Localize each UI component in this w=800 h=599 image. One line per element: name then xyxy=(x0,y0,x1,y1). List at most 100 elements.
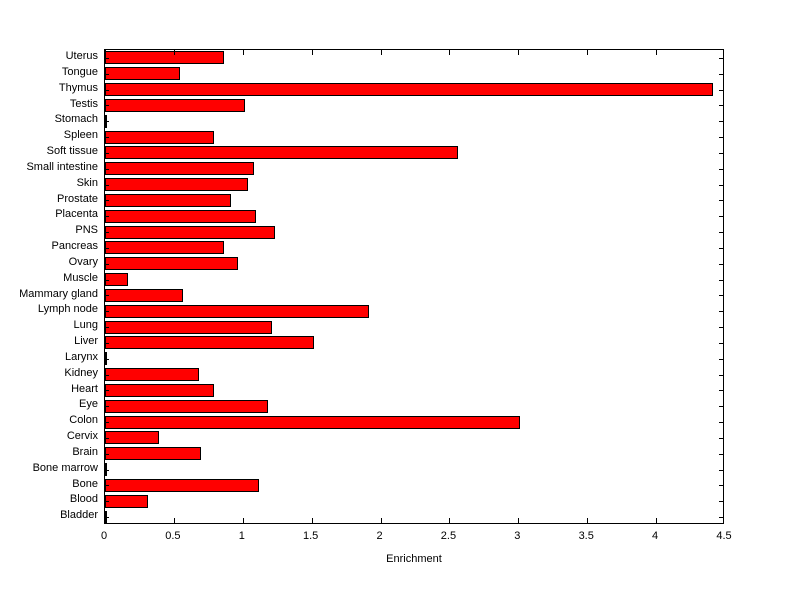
y-axis-label-brain: Brain xyxy=(72,445,98,458)
x-tick-label: 0.5 xyxy=(165,530,181,542)
x-tick-label: 1.5 xyxy=(303,530,319,542)
x-tick-mark xyxy=(311,518,313,523)
y-axis-label-soft-tissue: Soft tissue xyxy=(46,145,98,157)
y-tick-mark xyxy=(105,437,109,439)
y-tick-mark xyxy=(105,105,109,107)
bar-prostate xyxy=(105,193,231,207)
y-tick-mark xyxy=(719,295,723,297)
y-tick-mark xyxy=(105,342,109,344)
bar-tongue xyxy=(105,67,181,81)
y-tick-mark xyxy=(105,453,109,455)
x-tick-mark xyxy=(518,50,520,55)
y-tick-mark xyxy=(719,73,723,75)
x-tick-label: 4 xyxy=(652,530,659,542)
plot-inner xyxy=(105,50,724,524)
x-tick-mark xyxy=(380,518,382,523)
bar-kidney xyxy=(105,368,200,382)
y-tick-mark xyxy=(719,342,723,344)
y-tick-mark xyxy=(719,501,723,503)
y-tick-mark xyxy=(719,168,723,170)
x-tick-mark xyxy=(656,50,658,55)
y-axis-label-bladder: Bladder xyxy=(60,509,98,522)
y-tick-mark xyxy=(719,469,723,471)
bar-lung xyxy=(105,320,273,334)
y-axis-label-small-intestine: Small intestine xyxy=(26,160,98,173)
x-tick-mark xyxy=(311,50,313,55)
bar-spleen xyxy=(105,130,215,144)
x-tick-mark xyxy=(105,518,106,523)
y-tick-mark xyxy=(105,137,109,139)
y-tick-mark xyxy=(105,311,109,313)
y-axis-label-bone-marrow: Bone marrow xyxy=(32,461,98,474)
y-tick-mark xyxy=(105,485,109,487)
x-tick-label: 2.5 xyxy=(440,530,457,542)
y-axis-label-cervix: Cervix xyxy=(66,430,98,442)
bar-cervix xyxy=(105,431,160,445)
y-axis-label-liver: Liver xyxy=(74,335,98,347)
y-tick-mark xyxy=(105,374,109,376)
y-tick-mark xyxy=(105,295,109,297)
bar-bone xyxy=(105,478,259,492)
x-tick-mark xyxy=(656,518,658,523)
y-tick-mark xyxy=(719,184,723,186)
y-tick-mark xyxy=(719,232,723,234)
y-tick-mark xyxy=(719,453,723,455)
y-tick-mark xyxy=(719,517,723,519)
y-tick-mark xyxy=(105,469,109,471)
x-axis-title: Enrichment xyxy=(386,553,442,565)
x-tick-label: 2 xyxy=(376,530,383,542)
x-tick-mark xyxy=(173,50,175,55)
x-tick-mark xyxy=(587,518,589,523)
y-axis-label-ovary: Ovary xyxy=(68,255,98,268)
bar-eye xyxy=(105,399,269,413)
y-tick-mark xyxy=(719,437,723,439)
bar-mammary-gland xyxy=(105,288,183,302)
bar-testis xyxy=(105,98,245,112)
y-axis-label-stomach: Stomach xyxy=(54,113,98,126)
bar-liver xyxy=(105,336,314,350)
bar-pns xyxy=(105,225,276,239)
y-axis-label-tongue: Tongue xyxy=(61,65,98,78)
y-tick-mark xyxy=(719,216,723,218)
x-tick-mark xyxy=(723,518,724,523)
bar-ovary xyxy=(105,257,238,271)
x-tick-label: 3 xyxy=(514,530,521,542)
y-axis-label-bone: Bone xyxy=(72,477,98,490)
y-axis-label-larynx: Larynx xyxy=(64,350,98,363)
plot-area xyxy=(104,49,724,524)
y-tick-mark xyxy=(719,121,723,123)
x-tick-mark xyxy=(173,518,175,523)
y-tick-mark xyxy=(719,406,723,408)
y-axis-label-testis: Testis xyxy=(69,97,98,110)
y-axis-label-colon: Colon xyxy=(69,414,98,427)
y-tick-mark xyxy=(105,121,109,123)
y-axis-label-lymph-node: Lymph node xyxy=(37,303,98,316)
y-axis-label-prostate: Prostate xyxy=(57,192,98,205)
y-axis-label-mammary-gland: Mammary gland xyxy=(19,287,98,300)
y-tick-mark xyxy=(105,89,109,91)
y-tick-mark xyxy=(105,501,109,503)
y-axis-label-kidney: Kidney xyxy=(64,366,98,379)
x-tick-mark xyxy=(723,50,724,55)
y-tick-mark xyxy=(105,327,109,329)
y-tick-mark xyxy=(105,57,109,59)
y-tick-mark xyxy=(719,200,723,202)
y-tick-mark xyxy=(719,422,723,424)
bar-blood xyxy=(105,494,149,508)
y-tick-mark xyxy=(719,390,723,392)
y-tick-mark xyxy=(719,57,723,59)
y-tick-mark xyxy=(719,358,723,360)
bar-colon xyxy=(105,415,521,429)
y-axis-label-lung: Lung xyxy=(73,319,98,332)
y-tick-mark xyxy=(105,184,109,186)
bar-lymph-node xyxy=(105,304,369,318)
y-axis-label-muscle: Muscle xyxy=(63,271,98,284)
x-tick-mark xyxy=(380,50,382,55)
x-tick-mark xyxy=(242,50,244,55)
y-axis-label-thymus: Thymus xyxy=(58,81,98,94)
y-axis-label-skin: Skin xyxy=(76,176,98,189)
bar-pancreas xyxy=(105,241,225,255)
y-axis-label-eye: Eye xyxy=(79,398,98,411)
x-tick-mark xyxy=(449,518,451,523)
